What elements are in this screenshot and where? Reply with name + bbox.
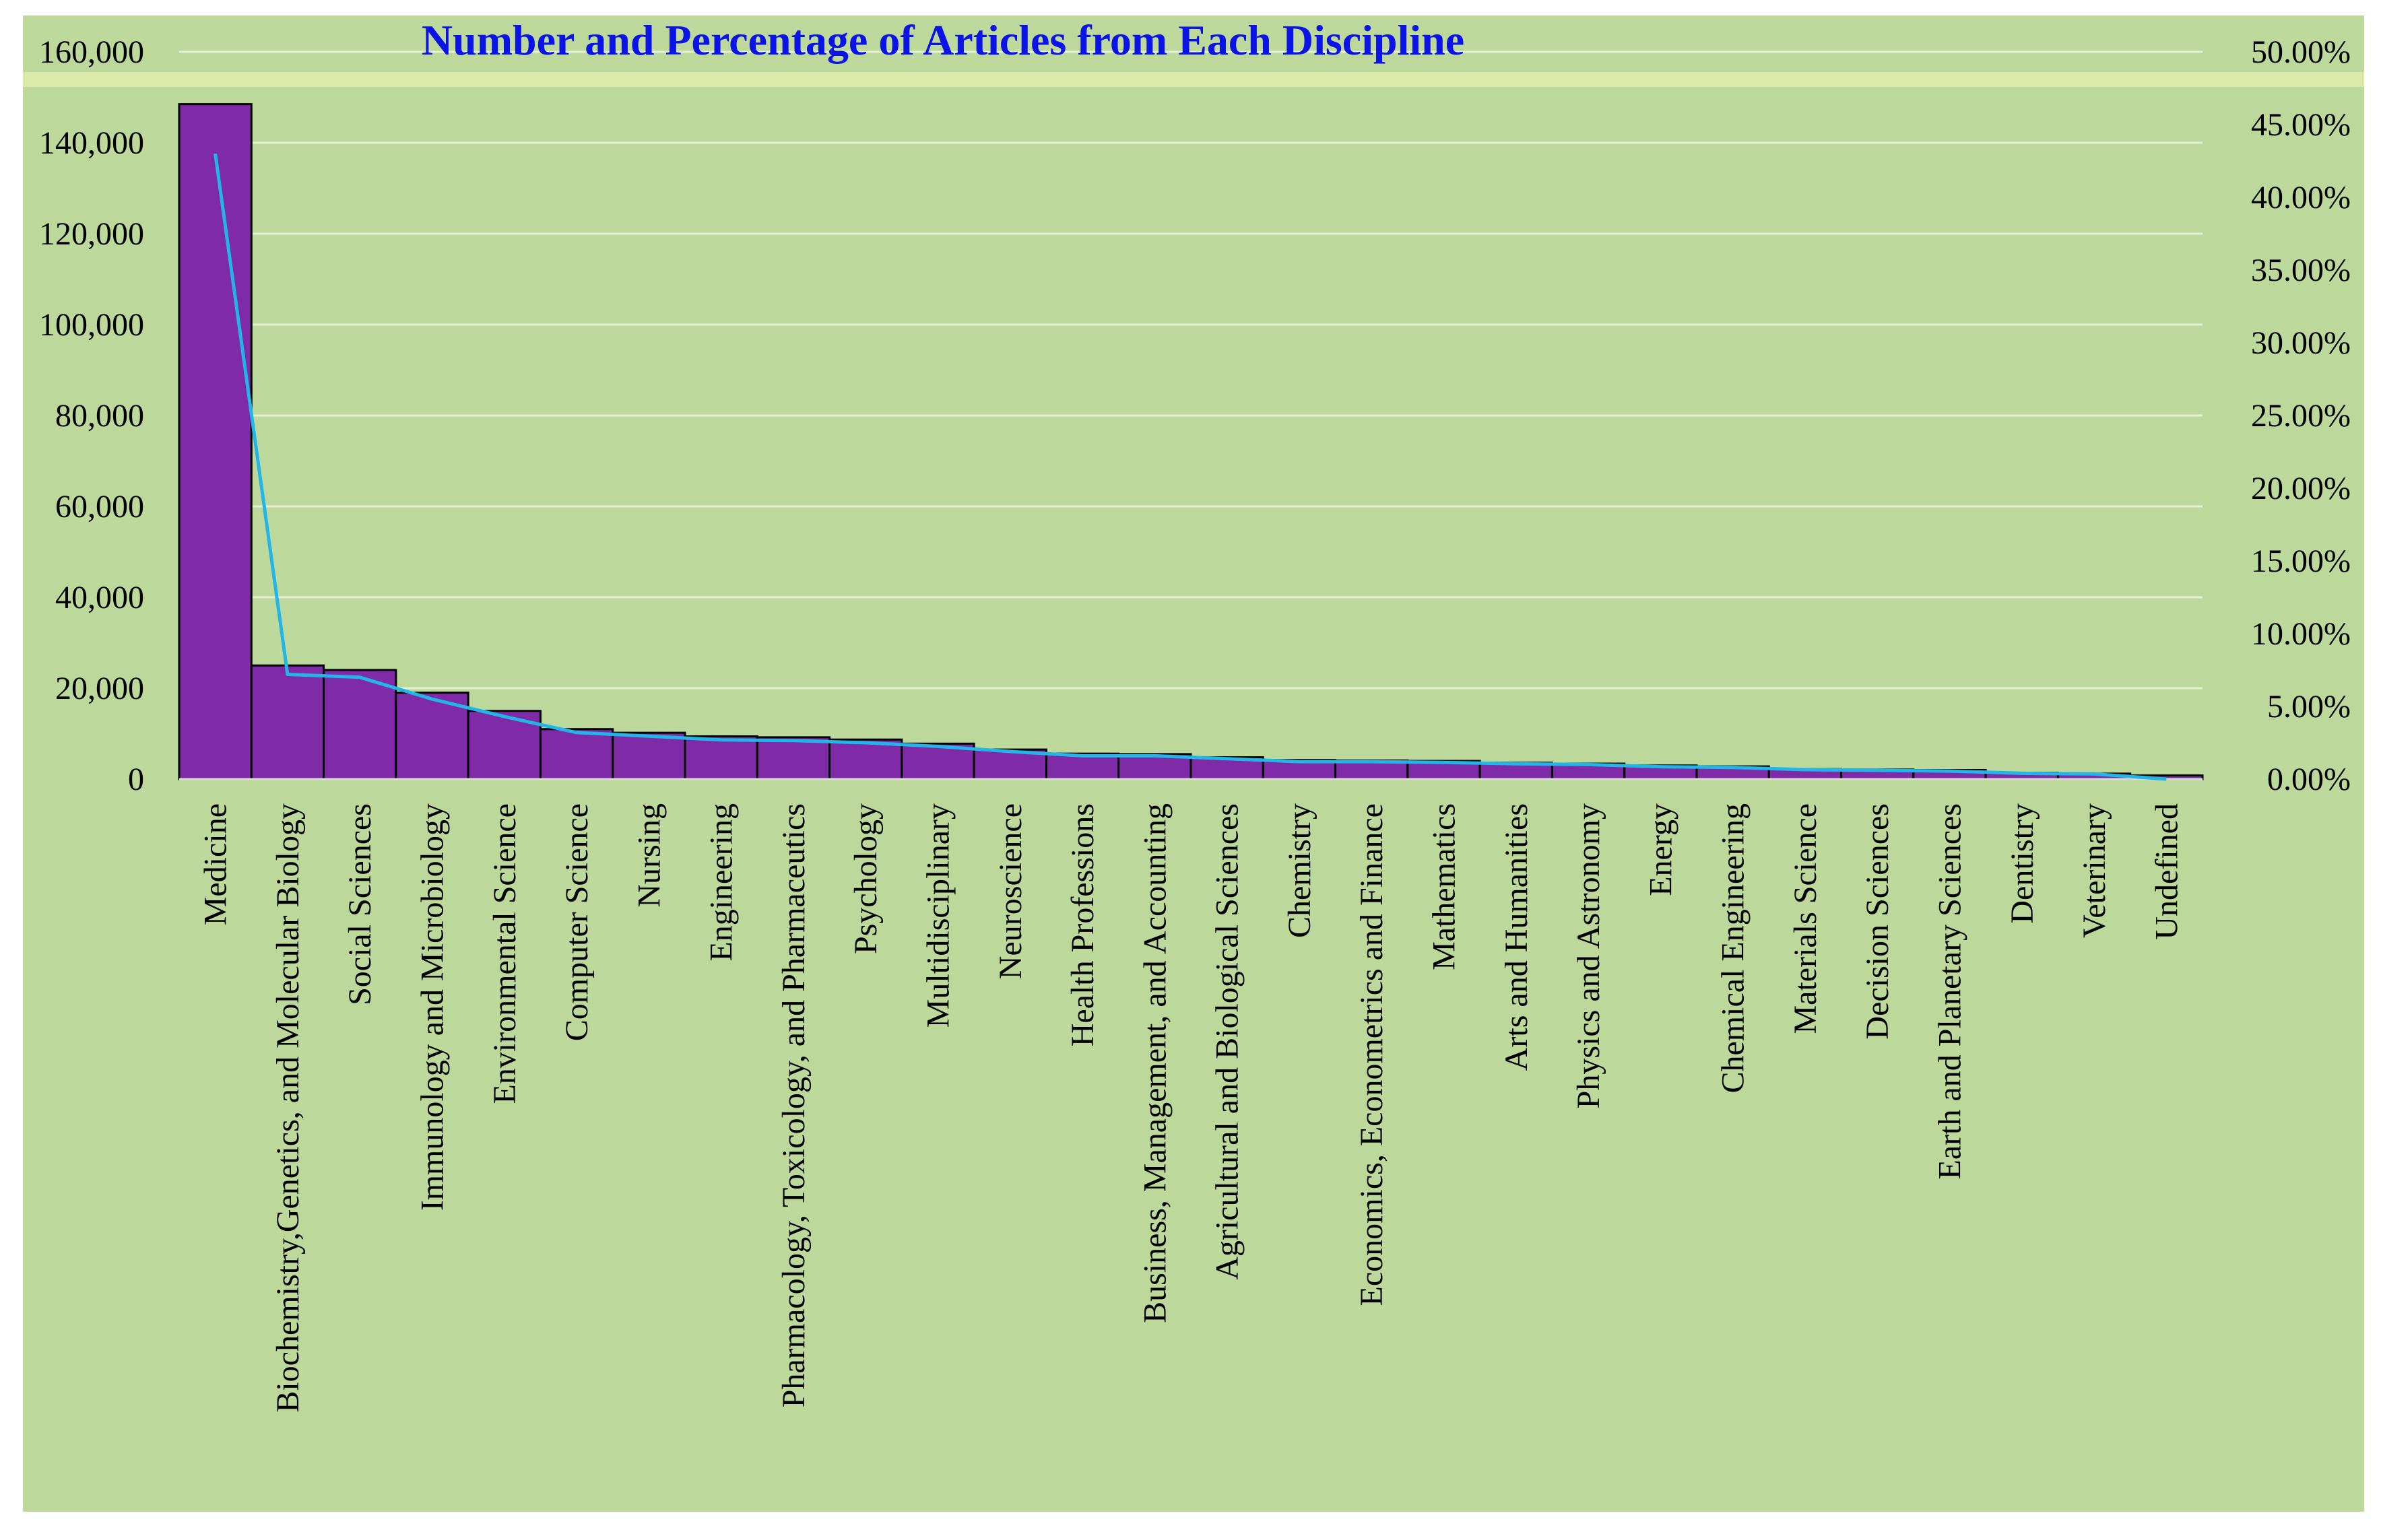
category-label: Mathematics [1427, 803, 1462, 970]
bar [323, 669, 397, 780]
chart-title: Number and Percentage of Articles from E… [422, 16, 1464, 64]
right-axis-ticks: 0.00% 5.00% 10.00% 15.00% 20.00% 25.00% 30.00%… [2251, 34, 2351, 797]
left-axis-tick-label: 40,000 [55, 580, 144, 615]
title-band [23, 72, 2364, 87]
category-label: Earth and Planetary Sciences [1932, 803, 1968, 1179]
bar [1045, 752, 1120, 780]
bar [178, 103, 253, 780]
category-label: Energy [1643, 803, 1678, 896]
bar [684, 735, 758, 780]
left-axis-tick-label: 60,000 [55, 489, 144, 525]
chart-area: 0 20,000 40,000 60,000 80,000 100,000 120,000 1… [23, 15, 2364, 1512]
right-axis-tick-label: 15.00% [2251, 543, 2351, 579]
category-label: Pharmacology, Toxicology, and Pharmaceut… [776, 803, 812, 1407]
category-label: Engineering [704, 803, 740, 962]
bar [250, 664, 325, 780]
category-label: Agricultural and Biological Sciences [1210, 803, 1245, 1280]
left-axis-tick-label: 20,000 [55, 671, 144, 706]
bar [973, 748, 1047, 780]
percentage-line [214, 153, 2167, 781]
percentage-line-series [214, 153, 2167, 781]
right-axis-tick-label: 35.00% [2251, 253, 2351, 288]
right-axis-tick-label: 20.00% [2251, 471, 2351, 506]
right-axis-tick-label: 10.00% [2251, 616, 2351, 652]
right-axis-tick-label: 5.00% [2267, 689, 2351, 725]
category-label: Health Professions [1065, 803, 1101, 1046]
category-label: Environmental Science [487, 803, 523, 1104]
left-axis-ticks: 0 20,000 40,000 60,000 80,000 100,000 120,000 1… [39, 34, 144, 797]
category-label: Chemical Engineering [1716, 803, 1751, 1094]
right-axis-tick-label: 25.00% [2251, 398, 2351, 434]
category-label: Medicine [198, 803, 234, 925]
category-label: Multidisciplinary [921, 803, 956, 1028]
left-axis-tick-label: 0 [128, 762, 144, 797]
category-label: Nursing [631, 803, 667, 908]
right-axis-tick-label: 45.00% [2251, 107, 2351, 143]
category-label: Biochemistry,Genetics, and Molecular Bio… [270, 803, 306, 1413]
category-label: Materials Science [1788, 803, 1823, 1034]
left-axis-tick-label: 140,000 [39, 125, 144, 161]
category-label: Business, Management, and Accounting [1137, 803, 1173, 1323]
left-axis-tick-label: 80,000 [55, 398, 144, 434]
right-axis-tick-label: 40.00% [2251, 180, 2351, 215]
category-label: Social Sciences [342, 803, 378, 1005]
category-label: Physics and Astronomy [1571, 803, 1606, 1108]
category-label: Computer Science [559, 803, 595, 1041]
right-axis-tick-label: 0.00% [2267, 762, 2351, 797]
bar [539, 728, 614, 780]
gridlines [179, 51, 2203, 690]
category-label: Immunology and Microbiology [415, 803, 451, 1211]
left-axis-tick-label: 120,000 [39, 216, 144, 252]
left-axis-tick-label: 160,000 [39, 34, 144, 70]
bar [612, 731, 686, 780]
category-label: Neuroscience [993, 803, 1029, 979]
category-label: Chemistry [1282, 803, 1317, 938]
right-axis-tick-label: 30.00% [2251, 325, 2351, 361]
category-label: Undefined [2149, 803, 2184, 940]
category-label: Psychology [848, 803, 884, 954]
category-label: Arts and Humanities [1499, 803, 1534, 1071]
right-axis-tick-label: 50.00% [2251, 34, 2351, 70]
bar [756, 736, 831, 780]
bar-series [178, 103, 2204, 780]
category-label: Economics, Econometrics and Finance [1354, 803, 1390, 1306]
category-label: Veterinary [2077, 803, 2112, 938]
chart-svg: 0 20,000 40,000 60,000 80,000 100,000 120,000 1… [23, 16, 2364, 1413]
category-label: Dentistry [2004, 803, 2040, 924]
category-axis-labels: Medicine Biochemistry,Genetics, and Molec… [198, 803, 2185, 1413]
left-axis-tick-label: 100,000 [39, 307, 144, 343]
category-label: Decision Sciences [1860, 803, 1895, 1040]
